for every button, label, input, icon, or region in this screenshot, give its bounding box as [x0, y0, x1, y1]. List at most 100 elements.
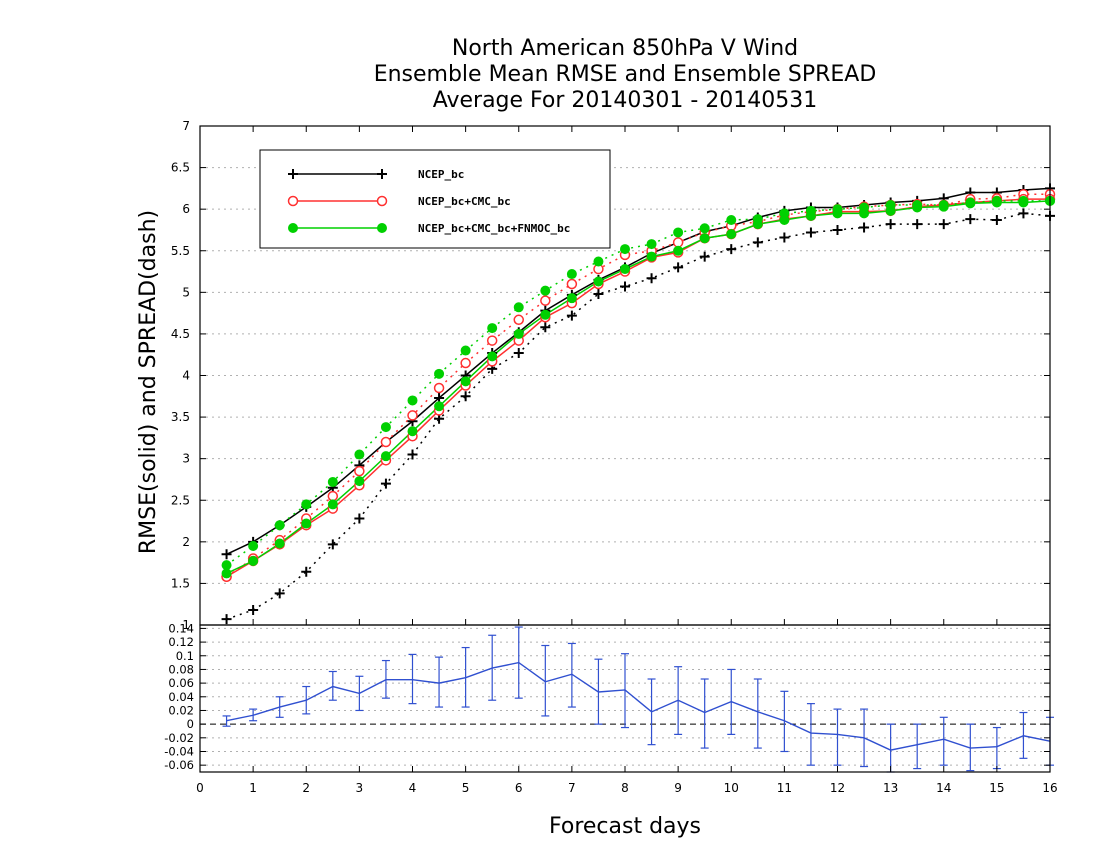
plus-marker	[859, 222, 870, 233]
x-tick-label: 15	[989, 781, 1004, 795]
dot-marker	[407, 426, 418, 437]
x-tick-label: 1	[249, 781, 257, 795]
upper-y-tick-label: 2.5	[171, 493, 190, 507]
dot-marker	[487, 351, 498, 362]
dot-marker	[288, 223, 298, 233]
circle-marker	[327, 490, 339, 502]
dot-marker	[752, 219, 763, 230]
circle-marker	[513, 314, 524, 326]
spread-line-ncep-bc-cmc-bc-fnmoc-bc	[226, 200, 1050, 566]
upper-y-tick-label: 4	[182, 369, 190, 383]
dot-marker	[646, 239, 657, 250]
plus-marker	[1018, 208, 1029, 219]
upper-y-tick-label: 6	[182, 202, 190, 216]
dot-marker	[673, 227, 684, 238]
circle-marker	[354, 465, 365, 477]
x-tick-label: 9	[674, 781, 682, 795]
lower-y-tick-label: 0.06	[168, 676, 194, 690]
plus-marker	[673, 262, 684, 273]
dot-marker	[460, 345, 471, 356]
dot-marker	[620, 264, 630, 275]
plus-marker	[752, 237, 763, 248]
plus-marker	[726, 244, 737, 255]
circle-marker	[376, 195, 388, 207]
dot-marker	[460, 376, 471, 387]
circle-marker	[460, 357, 471, 369]
dot-marker	[221, 560, 232, 571]
dot-marker	[912, 202, 923, 213]
dot-marker	[805, 210, 816, 221]
plus-marker	[885, 219, 896, 230]
difference-line	[226, 661, 1051, 751]
plus-marker	[779, 232, 790, 243]
x-tick-label: 10	[724, 781, 739, 795]
dot-marker	[885, 205, 896, 216]
plus-marker	[593, 288, 604, 299]
lower-y-tick-label: 0.02	[168, 703, 194, 717]
dot-marker	[779, 214, 790, 225]
legend-label-ncep-bc-cmc-bc: NCEP_bc+CMC_bc	[418, 195, 511, 208]
dot-marker	[327, 476, 338, 487]
circle-marker	[566, 278, 578, 290]
lower-y-tick-label: -0.06	[164, 758, 194, 772]
chart-title-line-1: North American 850hPa V Wind	[451, 36, 799, 61]
lower-y-tick-label: 0.1	[176, 649, 194, 663]
dot-marker	[434, 401, 445, 412]
upper-y-tick-label: 3.5	[171, 410, 190, 424]
dot-marker	[620, 244, 630, 255]
upper-y-tick-label: 1.5	[171, 576, 190, 590]
legend-label-ncep-bc: NCEP_bc	[418, 168, 464, 181]
plus-marker	[460, 391, 471, 402]
upper-y-tick-label: 5	[182, 285, 190, 299]
dot-marker	[566, 269, 577, 280]
dot-marker	[327, 499, 338, 510]
plus-marker	[513, 348, 524, 359]
plus-marker	[832, 224, 843, 235]
chart-title-line-3: Average For 20140301 - 20140531	[432, 88, 818, 113]
x-tick-label: 5	[462, 781, 470, 795]
upper-y-tick-label: 2	[182, 535, 190, 549]
plus-marker	[221, 614, 232, 625]
circle-marker	[407, 410, 418, 421]
plus-marker	[288, 169, 298, 179]
plus-marker	[380, 478, 391, 489]
dot-marker	[380, 451, 391, 462]
dot-marker	[859, 208, 870, 219]
plus-marker	[407, 449, 418, 460]
lower-y-tick-label: -0.04	[164, 744, 194, 758]
legend-box	[259, 149, 611, 249]
plus-marker	[221, 549, 232, 560]
dot-marker	[407, 395, 418, 406]
x-tick-label: 7	[568, 781, 576, 795]
circle-marker	[433, 382, 445, 394]
plus-marker	[327, 539, 338, 550]
dot-marker	[301, 499, 312, 510]
plus-marker	[354, 513, 365, 524]
dot-marker	[566, 293, 577, 304]
plus-marker	[991, 214, 1002, 225]
plus-marker	[912, 219, 923, 230]
dot-marker	[377, 223, 387, 233]
lower-y-tick-label: 0.14	[168, 621, 194, 635]
dot-marker	[354, 476, 365, 487]
plus-marker	[274, 588, 285, 599]
x-tick-label: 12	[830, 781, 845, 795]
plus-marker	[566, 310, 577, 321]
x-tick-label: 3	[356, 781, 364, 795]
ticks-group: 1 1.5 2 2.5 3 3.5 4 4.5 5 5.5 6 6.5 7 0.140.120.10.08…	[164, 119, 1057, 795]
lower-y-tick-label: 0	[187, 717, 194, 731]
upper-series-group	[221, 183, 1056, 625]
dot-marker	[274, 538, 285, 549]
upper-y-tick-label: 5.5	[171, 244, 190, 258]
dot-marker	[1018, 197, 1029, 208]
dot-marker	[673, 245, 684, 256]
rmse-line-ncep-bc-cmc-bc-fnmoc-bc	[226, 200, 1051, 575]
dot-marker	[248, 555, 259, 566]
dot-marker	[380, 422, 391, 433]
dot-marker	[248, 540, 259, 551]
plus-marker	[646, 273, 657, 284]
upper-y-tick-label: 3	[182, 452, 190, 466]
circle-marker	[486, 335, 498, 346]
plus-marker	[540, 322, 551, 333]
